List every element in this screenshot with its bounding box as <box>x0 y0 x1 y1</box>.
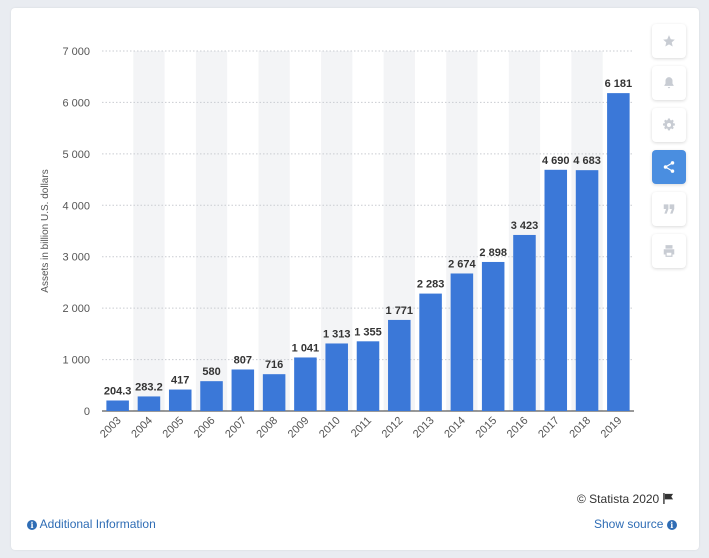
bar <box>200 381 223 411</box>
x-tick-label: 2008 <box>254 415 280 441</box>
toolbar <box>652 24 686 276</box>
x-tick-label: 2011 <box>349 415 374 440</box>
bar <box>294 357 317 411</box>
data-label: 1 313 <box>323 328 351 340</box>
data-label: 4 690 <box>542 155 570 167</box>
data-label: 2 283 <box>417 279 445 291</box>
x-tick-label: 2013 <box>411 415 437 441</box>
show-source-label: Show source <box>594 517 664 531</box>
show-source-link[interactable]: Show source i <box>594 517 677 531</box>
bar <box>575 170 599 411</box>
bar <box>607 93 630 412</box>
x-tick-label: 2015 <box>473 415 499 441</box>
share-icon <box>663 161 675 173</box>
y-tick-label: 2 000 <box>62 303 90 315</box>
info-icon: i <box>666 520 677 530</box>
bar <box>388 319 411 411</box>
y-tick-label: 0 <box>84 406 90 418</box>
bar <box>356 341 380 411</box>
data-label: 4 683 <box>573 155 601 167</box>
data-label: 3 423 <box>511 220 539 232</box>
notification-button[interactable] <box>652 66 686 100</box>
x-tick-label: 2009 <box>286 415 312 441</box>
favorite-button[interactable] <box>652 24 686 58</box>
data-label: 2 898 <box>479 247 507 259</box>
x-tick-label: 2014 <box>442 415 468 441</box>
bar-chart: 0 1 000 2 000 3 000 4 000 5 000 6 000 7 000 204.… <box>40 46 634 441</box>
print-icon <box>663 245 675 257</box>
y-tick-label: 7 000 <box>62 46 90 58</box>
x-tick-label: 2010 <box>317 415 343 441</box>
data-label: 1 355 <box>354 326 382 338</box>
data-label: 283.2 <box>135 381 163 393</box>
x-tick-label: 2007 <box>223 415 249 441</box>
data-label: 6 181 <box>605 78 633 90</box>
credit-text: © Statista 2020 <box>577 492 660 506</box>
data-label: 2 674 <box>448 258 476 270</box>
bar <box>419 293 442 411</box>
x-tick-label: 2003 <box>98 415 124 441</box>
x-tick-label: 2016 <box>505 415 531 441</box>
x-tick-label: 2006 <box>192 415 218 441</box>
x-tick-label: 2012 <box>380 415 406 441</box>
data-label: 716 <box>265 359 283 371</box>
y-axis-title: Assets in billion U.S. dollars <box>40 169 51 292</box>
bar <box>262 374 286 411</box>
column-band <box>258 51 290 411</box>
bar <box>481 261 505 411</box>
bar <box>106 400 129 411</box>
x-tick-label: 2018 <box>567 415 593 441</box>
x-tick-label: 2004 <box>129 415 155 441</box>
star-icon <box>663 35 675 47</box>
column-band <box>133 51 165 411</box>
y-tick-label: 1 000 <box>62 355 90 367</box>
y-tick-label: 4 000 <box>62 200 90 212</box>
additional-information-label: Additional Information <box>39 517 156 531</box>
flag-icon <box>662 493 673 504</box>
data-label: 807 <box>234 354 252 366</box>
data-label: 580 <box>202 366 220 378</box>
bar <box>137 396 161 411</box>
x-tick-label: 2005 <box>161 415 187 441</box>
data-label: 204.3 <box>104 385 132 397</box>
quote-icon <box>663 204 675 214</box>
data-label: 1 771 <box>386 305 414 317</box>
bar <box>325 343 348 411</box>
x-tick-label: 2019 <box>599 415 625 441</box>
data-label: 1 041 <box>292 342 320 354</box>
info-icon: i <box>27 520 37 530</box>
gear-icon <box>662 118 675 131</box>
data-label: 417 <box>171 375 189 387</box>
chart-card: 0 1 000 2 000 3 000 4 000 5 000 6 000 7 000 204.… <box>11 8 699 550</box>
y-tick-label: 6 000 <box>62 97 90 109</box>
print-button[interactable] <box>652 234 686 268</box>
bell-icon <box>664 77 674 89</box>
bar <box>168 389 192 411</box>
y-tick-label: 5 000 <box>62 149 90 161</box>
bar <box>231 369 255 411</box>
additional-information-link[interactable]: i Additional Information <box>27 517 156 531</box>
copyright-credit[interactable]: © Statista 2020 <box>577 492 674 506</box>
x-tick-label: 2017 <box>536 415 562 441</box>
column-band <box>195 51 228 411</box>
bar <box>544 169 568 411</box>
cite-button[interactable] <box>652 192 686 226</box>
bar <box>450 273 474 411</box>
bar <box>513 234 536 411</box>
share-button[interactable] <box>652 150 686 184</box>
settings-button[interactable] <box>652 108 686 142</box>
y-tick-label: 3 000 <box>62 252 90 264</box>
